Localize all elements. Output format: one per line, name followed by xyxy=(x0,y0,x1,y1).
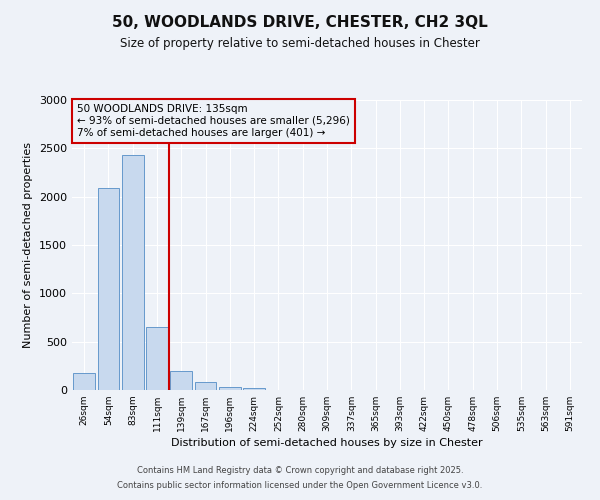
Bar xyxy=(97,188,119,390)
Text: Contains HM Land Registry data © Crown copyright and database right 2025.: Contains HM Land Registry data © Crown c… xyxy=(137,466,463,475)
Y-axis label: Number of semi-detached properties: Number of semi-detached properties xyxy=(23,142,34,348)
Bar xyxy=(122,155,143,390)
Text: Size of property relative to semi-detached houses in Chester: Size of property relative to semi-detach… xyxy=(120,38,480,51)
Bar xyxy=(243,388,265,390)
Text: Contains public sector information licensed under the Open Government Licence v3: Contains public sector information licen… xyxy=(118,481,482,490)
Bar xyxy=(219,386,241,390)
Bar xyxy=(146,327,168,390)
Text: 50, WOODLANDS DRIVE, CHESTER, CH2 3QL: 50, WOODLANDS DRIVE, CHESTER, CH2 3QL xyxy=(112,15,488,30)
Text: 50 WOODLANDS DRIVE: 135sqm
← 93% of semi-detached houses are smaller (5,296)
7% : 50 WOODLANDS DRIVE: 135sqm ← 93% of semi… xyxy=(77,104,350,138)
Bar xyxy=(170,370,192,390)
X-axis label: Distribution of semi-detached houses by size in Chester: Distribution of semi-detached houses by … xyxy=(171,438,483,448)
Bar xyxy=(194,382,217,390)
Bar xyxy=(73,372,95,390)
